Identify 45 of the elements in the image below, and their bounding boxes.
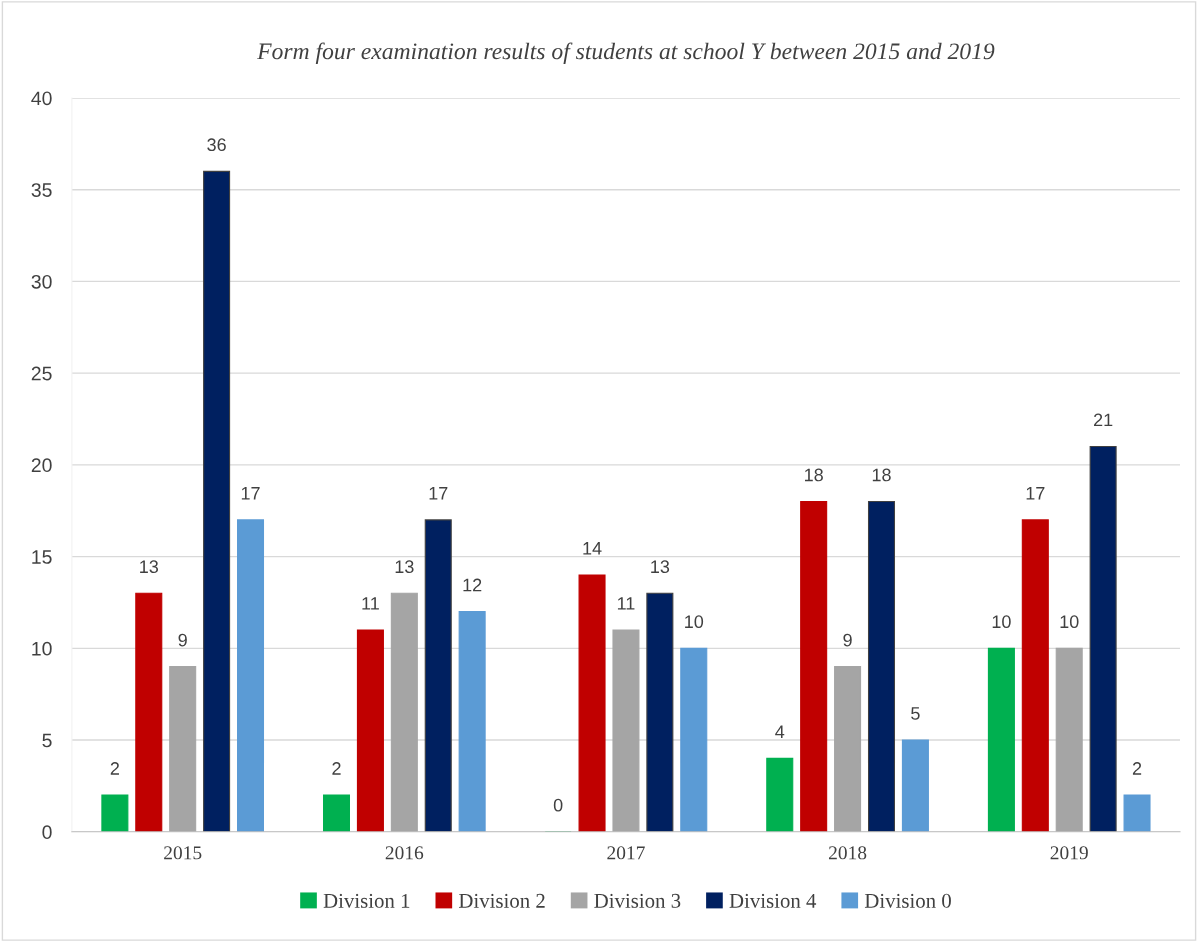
legend-label: Division 1 — [323, 893, 410, 908]
data-label: 2 — [332, 762, 341, 775]
data-label: 9 — [178, 633, 187, 647]
legend-label: Division 3 — [594, 893, 681, 908]
data-label: 18 — [872, 468, 891, 482]
data-label: 10 — [685, 615, 704, 629]
y-tick-label: 10 — [32, 641, 52, 656]
legend-label: Division 4 — [729, 893, 817, 908]
data-label: 2 — [110, 762, 119, 775]
data-label: 14 — [583, 542, 602, 555]
x-tick-label: 2018 — [828, 846, 867, 860]
y-tick-label: 35 — [31, 183, 52, 197]
x-tick-label: 2017 — [607, 846, 645, 860]
data-label: 11 — [617, 597, 635, 610]
x-tick-label: 2019 — [1050, 846, 1088, 860]
data-label: 13 — [651, 560, 670, 574]
data-label: 36 — [207, 138, 226, 152]
y-tick-label: 5 — [42, 733, 52, 748]
y-tick-label: 0 — [42, 825, 52, 840]
chart-title: Form four examination results of students at school Y between 2015 and 2019 — [257, 42, 995, 65]
y-tick-label: 15 — [32, 550, 52, 564]
data-label: 10 — [992, 615, 1011, 629]
legend-label: Division 2 — [459, 893, 545, 908]
data-label: 13 — [140, 560, 159, 574]
data-label: 9 — [843, 633, 852, 647]
data-label: 17 — [241, 487, 260, 500]
data-label: 18 — [805, 468, 823, 482]
data-label: 11 — [362, 597, 379, 610]
data-label: 13 — [395, 560, 414, 574]
x-tick-label: 2015 — [164, 846, 202, 860]
data-label: 2 — [1132, 762, 1142, 775]
data-label: 12 — [463, 578, 482, 592]
data-label: 4 — [775, 725, 785, 738]
legend-label: Division 0 — [864, 893, 951, 908]
data-label: 21 — [1093, 413, 1113, 427]
y-tick-label: 30 — [31, 274, 52, 289]
y-tick-label: 25 — [31, 366, 52, 381]
data-label: 5 — [911, 707, 920, 720]
data-label: 17 — [1026, 487, 1045, 500]
x-tick-label: 2016 — [385, 846, 424, 860]
data-label: 10 — [1060, 615, 1079, 629]
data-label: 0 — [553, 798, 563, 812]
y-tick-label: 20 — [31, 458, 52, 473]
y-tick-label: 40 — [31, 91, 52, 106]
data-label: 17 — [429, 487, 448, 500]
